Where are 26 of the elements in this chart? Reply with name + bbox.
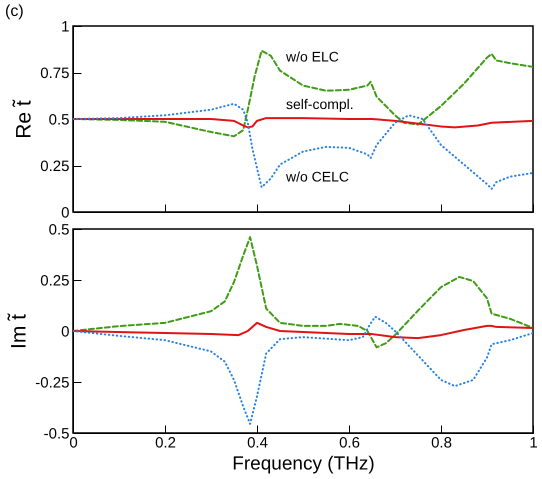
x-tick-label: 0.6 (339, 434, 360, 452)
y-axis-title: Re t̃ (11, 98, 36, 139)
y-tick-label: 0.25 (40, 272, 70, 290)
line-series (73, 236, 533, 348)
y-tick-label: 1 (61, 18, 70, 36)
y-tick-label: 0 (61, 324, 70, 340)
x-tick-label: 0.8 (431, 434, 452, 452)
line-series (73, 117, 533, 128)
y-tick-label: -0.5 (44, 426, 70, 442)
y-tick-label: 0.5 (48, 222, 70, 238)
series-label: self-compl. (286, 96, 354, 112)
y-tick-label: 0.25 (40, 158, 70, 175)
y-tick-label: 0.5 (48, 112, 70, 128)
line-series (73, 322, 533, 340)
y-tick-label: -0.25 (35, 374, 70, 392)
x-tick-label: 0.2 (155, 434, 176, 452)
x-axis-title: Frequency (THz) (232, 454, 375, 474)
series-label: w/o ELC (285, 48, 339, 65)
line-series (73, 316, 533, 425)
y-tick-label: 0 (61, 204, 70, 222)
x-tick-label: 1 (529, 434, 538, 452)
series-label: w/o CELC (285, 168, 350, 185)
y-tick-label: 0.75 (40, 65, 70, 82)
x-tick-label: 0.4 (247, 434, 268, 452)
text: (c) (5, 3, 24, 20)
y-axis-title: Im t̃ (6, 312, 30, 349)
